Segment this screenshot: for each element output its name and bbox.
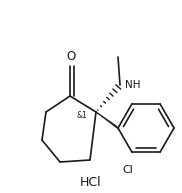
Text: HCl: HCl — [80, 177, 102, 190]
Polygon shape — [96, 112, 119, 130]
Text: O: O — [66, 51, 76, 63]
Text: Cl: Cl — [122, 165, 133, 175]
Text: NH: NH — [125, 80, 141, 90]
Text: &1: &1 — [77, 111, 87, 119]
